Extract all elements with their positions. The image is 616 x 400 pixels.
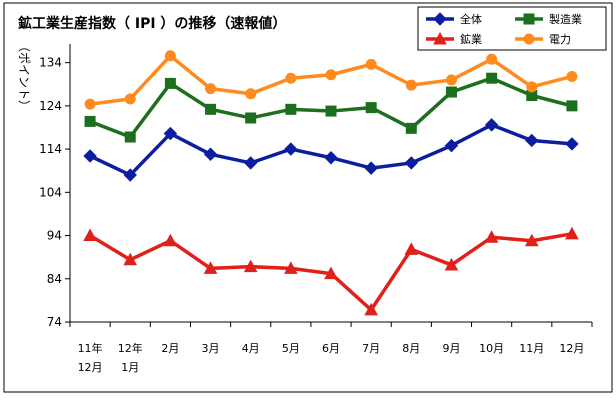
data-point	[325, 105, 337, 117]
y-axis-label: （ポイント）	[17, 40, 31, 112]
x-tick-label: 6月	[322, 342, 340, 355]
data-point	[123, 252, 138, 266]
series-layer	[83, 50, 579, 316]
x-tick-label: 12月	[559, 342, 584, 355]
data-point	[486, 53, 498, 65]
data-point	[484, 230, 499, 243]
data-point	[243, 259, 258, 273]
data-point	[484, 118, 499, 132]
x-tick-label: 12月	[78, 361, 103, 374]
x-tick-label: 3月	[202, 342, 220, 355]
data-point	[566, 70, 578, 82]
x-tick-label: 12年	[118, 341, 143, 355]
x-tick-label: 7月	[362, 342, 380, 355]
data-point	[445, 74, 457, 86]
legend-label: 製造業	[549, 12, 582, 26]
chart-title: 鉱工業生産指数（ IPI ）の推移（速報値）	[18, 15, 286, 32]
data-point	[84, 98, 96, 110]
data-point	[405, 79, 417, 91]
x-tick-label: 10月	[479, 342, 504, 355]
data-point	[445, 86, 457, 98]
y-tick-label: 114	[39, 142, 62, 156]
data-point	[203, 261, 218, 274]
data-point	[444, 257, 459, 271]
series-1	[83, 118, 579, 182]
x-tick-label: 8月	[402, 342, 420, 355]
data-point	[285, 72, 297, 84]
data-point	[364, 161, 378, 175]
series-3	[83, 226, 579, 316]
data-point	[123, 168, 137, 182]
data-point	[245, 88, 257, 100]
y-tick-label: 124	[39, 99, 62, 113]
y-tick-label: 104	[39, 185, 62, 199]
data-point	[524, 233, 539, 247]
data-point	[324, 151, 338, 165]
data-point	[164, 50, 176, 62]
data-point	[565, 226, 579, 240]
data-point	[83, 149, 97, 163]
data-point	[243, 156, 258, 170]
legend-box	[417, 6, 607, 51]
x-tick-label: 2月	[161, 342, 179, 355]
data-point	[325, 69, 337, 81]
data-point	[205, 83, 217, 95]
data-point	[163, 233, 178, 247]
data-point	[83, 228, 97, 242]
data-point	[205, 103, 217, 115]
y-tick-label: 74	[47, 315, 62, 329]
data-point	[124, 93, 136, 105]
legend-label: 鉱業	[460, 32, 482, 46]
chart-frame	[3, 2, 613, 393]
data-point	[284, 142, 298, 156]
y-tick-label: 134	[39, 56, 62, 70]
x-tick-label: 9月	[442, 342, 460, 355]
data-point	[525, 133, 539, 148]
legend-label: 全体	[460, 12, 482, 26]
data-point	[365, 58, 377, 70]
data-point	[285, 103, 297, 115]
data-point	[245, 112, 257, 124]
data-point	[84, 115, 96, 127]
legend-entry: 全体	[426, 12, 482, 26]
legend-marker	[433, 31, 447, 45]
data-point	[365, 102, 377, 114]
data-point	[404, 156, 419, 170]
data-point	[124, 131, 136, 143]
data-point	[565, 137, 579, 151]
y-tick-label: 94	[47, 229, 62, 243]
legend-entry: 鉱業	[426, 31, 482, 46]
x-tick-label: 11月	[519, 342, 544, 355]
x-tick-label: 1月	[121, 361, 139, 374]
data-point	[444, 138, 459, 153]
legend-entry: 製造業	[515, 12, 582, 26]
y-tick-label: 84	[47, 272, 62, 286]
legend-entry: 電力	[515, 33, 571, 46]
legend-marker	[523, 33, 535, 45]
x-tick-label: 5月	[282, 342, 300, 355]
legend-label: 電力	[549, 33, 571, 46]
data-point	[164, 77, 176, 89]
legend-marker	[433, 12, 447, 26]
series-2	[84, 72, 578, 143]
data-point	[203, 147, 218, 161]
data-point	[405, 122, 417, 134]
data-point	[163, 126, 178, 141]
series-4	[84, 50, 578, 110]
data-point	[526, 81, 538, 93]
data-point	[284, 261, 298, 274]
data-point	[566, 100, 578, 112]
legend-marker	[523, 13, 535, 25]
data-point	[324, 266, 338, 280]
data-point	[486, 72, 498, 84]
data-point	[404, 242, 419, 255]
x-tick-label: 4月	[242, 342, 260, 355]
x-tick-label: 11年	[78, 341, 103, 355]
axes: 74 84 94 104 114 124 134 11年 12月 12年 1月 2月 3月 4月 5月 6月 7…	[39, 44, 593, 374]
data-point	[364, 302, 378, 316]
